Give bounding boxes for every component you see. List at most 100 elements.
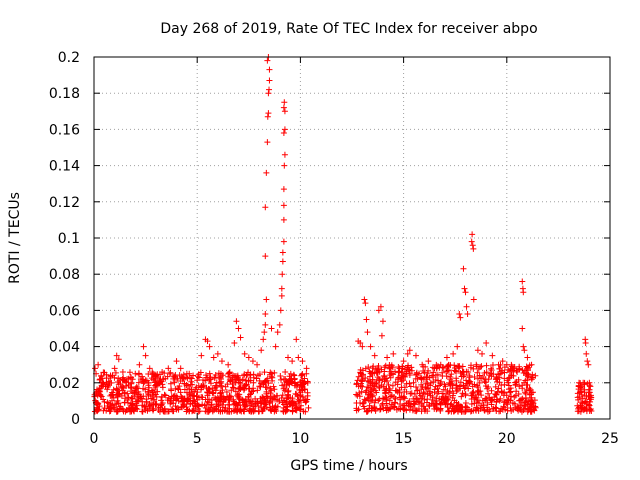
data-point <box>387 374 394 381</box>
data-point <box>421 390 428 397</box>
data-point <box>242 382 249 389</box>
data-point <box>507 405 514 412</box>
data-point <box>396 374 403 381</box>
data-point <box>254 361 261 368</box>
data-point <box>274 329 281 336</box>
data-point <box>264 375 271 382</box>
data-point <box>245 354 252 361</box>
data-point <box>532 403 539 410</box>
data-point <box>578 391 585 398</box>
data-point <box>358 388 365 395</box>
data-point <box>466 374 473 381</box>
data-point <box>483 362 490 369</box>
data-point <box>457 369 464 376</box>
data-point <box>484 408 491 415</box>
data-point <box>524 381 531 388</box>
data-point <box>172 385 179 392</box>
data-point <box>493 398 500 405</box>
data-point <box>387 368 394 375</box>
data-point <box>189 407 196 414</box>
data-point <box>515 376 522 383</box>
data-point <box>377 303 384 310</box>
data-point <box>101 398 108 405</box>
data-point <box>94 399 101 406</box>
data-point <box>299 387 306 394</box>
data-point <box>100 407 107 414</box>
data-point <box>276 398 283 405</box>
data-point <box>353 380 360 387</box>
data-point <box>401 389 408 396</box>
data-point <box>388 392 395 399</box>
data-point <box>235 325 242 332</box>
data-point <box>95 400 102 407</box>
data-point <box>361 296 368 303</box>
data-point <box>279 249 286 256</box>
data-point <box>293 407 300 414</box>
data-point <box>485 383 492 390</box>
data-point <box>159 384 166 391</box>
data-point <box>213 379 220 386</box>
data-point <box>183 370 190 377</box>
data-point <box>120 406 127 413</box>
data-point <box>121 399 128 406</box>
data-point <box>448 400 455 407</box>
data-point <box>142 386 149 393</box>
x-tick-label: 25 <box>601 431 619 447</box>
data-point <box>387 363 394 370</box>
data-point <box>177 389 184 396</box>
data-point <box>489 362 496 369</box>
data-point <box>301 380 308 387</box>
data-point <box>498 388 505 395</box>
data-point <box>134 385 141 392</box>
data-point <box>241 403 248 410</box>
data-point <box>157 404 164 411</box>
data-point <box>224 381 231 388</box>
data-point <box>246 372 253 379</box>
data-point <box>521 379 528 386</box>
data-point <box>425 358 432 365</box>
data-point <box>445 396 452 403</box>
data-point <box>281 162 288 169</box>
data-point <box>376 368 383 375</box>
data-point <box>171 379 178 386</box>
data-point <box>396 387 403 394</box>
x-tick-label: 5 <box>193 431 202 447</box>
data-point <box>165 365 172 372</box>
data-point <box>405 402 412 409</box>
data-point <box>270 383 277 390</box>
data-point <box>118 405 125 412</box>
data-point <box>440 364 447 371</box>
data-point <box>424 376 431 383</box>
data-point <box>374 365 381 372</box>
data-point <box>355 373 362 380</box>
data-point <box>289 358 296 365</box>
data-point <box>230 372 237 379</box>
data-point <box>93 388 100 395</box>
data-point <box>392 400 399 407</box>
data-point <box>419 361 426 368</box>
data-point <box>377 405 384 412</box>
data-point <box>523 386 530 393</box>
data-point <box>254 387 261 394</box>
data-point <box>104 381 111 388</box>
data-point <box>119 368 126 375</box>
data-point <box>478 363 485 370</box>
data-point <box>373 379 380 386</box>
data-point <box>128 402 135 409</box>
data-point <box>372 407 379 414</box>
data-point <box>132 370 139 377</box>
data-point <box>389 382 396 389</box>
data-point <box>159 381 166 388</box>
data-point <box>488 373 495 380</box>
data-point <box>258 347 265 354</box>
data-point <box>411 400 418 407</box>
data-point <box>231 339 238 346</box>
data-point <box>241 383 248 390</box>
data-point <box>280 238 287 245</box>
data-point <box>507 389 514 396</box>
data-point <box>481 378 488 385</box>
data-point <box>103 379 110 386</box>
data-point <box>282 408 289 415</box>
data-point <box>183 389 190 396</box>
y-tick-label: 0 <box>71 412 80 428</box>
